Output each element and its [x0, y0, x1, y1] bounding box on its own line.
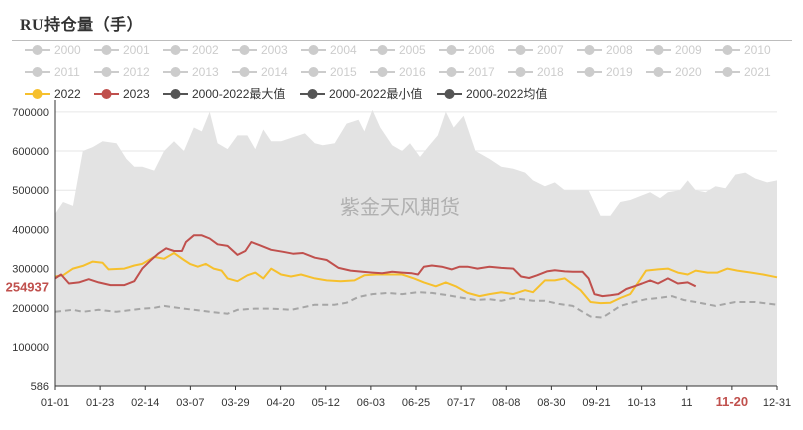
x-tick-label: 10-13 — [628, 397, 656, 409]
legend-label-2002: 2002 — [192, 43, 219, 57]
legend-label-2004: 2004 — [330, 43, 357, 57]
x-tick-label: 07-17 — [447, 397, 475, 409]
legend-dot-2019 — [584, 67, 595, 77]
y-tick-label: 700000 — [12, 107, 49, 119]
legend-label-2019: 2019 — [606, 65, 633, 79]
legend-dot-2004 — [308, 45, 319, 55]
legend-dot-2002 — [170, 45, 181, 55]
legend-label-2018: 2018 — [537, 65, 564, 79]
y-tick-label: 600000 — [12, 146, 49, 158]
legend-dot-2022 — [32, 89, 43, 99]
legend-dot-2010 — [722, 45, 733, 55]
x-tick-label: 02-14 — [131, 397, 159, 409]
x-tick-label: 08-08 — [492, 397, 520, 409]
legend-dot-2023 — [101, 89, 112, 99]
legend-dot-2021 — [722, 67, 733, 77]
legend-label-2013: 2013 — [192, 65, 219, 79]
legend-label-2000-2022最大值: 2000-2022最大值 — [192, 86, 285, 101]
x-tick-label: 08-30 — [537, 397, 565, 409]
legend-dot-2012 — [101, 67, 112, 77]
legend-label-2005: 2005 — [399, 43, 426, 57]
legend-dot-2000 — [32, 45, 43, 55]
x-tick-label: 01-23 — [86, 397, 114, 409]
legend-label-2014: 2014 — [261, 65, 288, 79]
legend-label-2007: 2007 — [537, 43, 564, 57]
x-tick-label: 12-31 — [763, 397, 791, 409]
legend-dot-2000-2022最小值 — [307, 89, 318, 99]
legend-label-2016: 2016 — [399, 65, 426, 79]
y-tick-label: 400000 — [12, 224, 49, 236]
x-tick-label: 09-21 — [582, 397, 610, 409]
x-tick-label: 06-03 — [357, 397, 385, 409]
legend-dot-2008 — [584, 45, 595, 55]
series-line-2022 — [54, 252, 778, 305]
x-tick-label: 03-29 — [221, 397, 249, 409]
legend-dot-2017 — [446, 67, 457, 77]
legend-label-2000-2022均值: 2000-2022均值 — [466, 86, 547, 101]
legend-label-2011: 2011 — [54, 65, 80, 79]
y-tick-label: 500000 — [12, 185, 49, 197]
legend-dot-2016 — [377, 67, 388, 77]
series-line-2023 — [54, 234, 697, 298]
legend-label-2001: 2001 — [123, 43, 150, 57]
x-tick-label: 04-20 — [267, 397, 295, 409]
legend-label-2009: 2009 — [675, 43, 702, 57]
legend-dot-2018 — [515, 67, 526, 77]
legend-dot-2003 — [239, 45, 250, 55]
x-highlight-label: 11-20 — [716, 394, 749, 409]
legend-dot-2011 — [32, 67, 43, 77]
x-tick-label: 03-07 — [176, 397, 204, 409]
y-highlight-label: 254937 — [6, 279, 49, 294]
legend-dot-2006 — [446, 45, 457, 55]
legend-dot-2020 — [653, 67, 664, 77]
legend-label-2017: 2017 — [468, 65, 495, 79]
x-tick-label: 05-12 — [312, 397, 340, 409]
legend-label-2021: 2021 — [744, 65, 771, 79]
legend-dot-2013 — [170, 67, 181, 77]
legend-label-2006: 2006 — [468, 43, 495, 57]
x-tick-label: 06-25 — [402, 397, 430, 409]
y-tick-label: 100000 — [12, 342, 49, 354]
legend-label-2010: 2010 — [744, 43, 771, 57]
watermark: 紫金天风期货 — [340, 196, 460, 219]
legend: 2000 2001 2002 2003 2004 2005 2006 2007 2008 2009… — [25, 43, 771, 101]
legend-label-2000-2022最小值: 2000-2022最小值 — [329, 86, 422, 101]
legend-dot-2000-2022均值 — [444, 89, 455, 99]
legend-label-2022: 2022 — [54, 87, 81, 101]
legend-label-2008: 2008 — [606, 43, 633, 57]
legend-dot-2009 — [653, 45, 664, 55]
y-tick-label: 300000 — [12, 264, 49, 276]
legend-label-2020: 2020 — [675, 65, 702, 79]
y-tick-label: 200000 — [12, 303, 49, 315]
plot-area: 586 100000 200000 300000 400000 500000 600000 7… — [6, 100, 791, 409]
x-tick-label: 01-01 — [41, 397, 69, 409]
y-tick-label: 586 — [31, 381, 49, 393]
legend-label-2023: 2023 — [123, 87, 150, 101]
legend-label-2012: 2012 — [123, 65, 150, 79]
legend-label-2003: 2003 — [261, 43, 288, 57]
legend-dot-2001 — [101, 45, 112, 55]
x-tick-label: 11 — [681, 397, 692, 409]
legend-dot-2007 — [515, 45, 526, 55]
series-line-2000-2022均值 — [54, 291, 778, 319]
legend-label-2015: 2015 — [330, 65, 357, 79]
legend-label-2000: 2000 — [54, 43, 81, 57]
legend-dot-2015 — [308, 67, 319, 77]
title-divider — [12, 40, 792, 41]
legend-dot-2000-2022最大值 — [170, 89, 181, 99]
chart-title: RU持仓量（手） — [20, 17, 144, 34]
legend-dot-2005 — [377, 45, 388, 55]
legend-dot-2014 — [239, 67, 250, 77]
